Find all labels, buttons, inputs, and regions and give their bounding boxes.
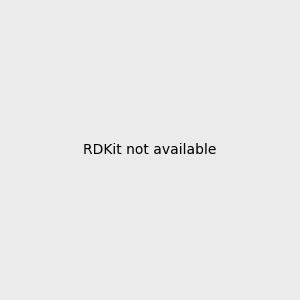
Text: RDKit not available: RDKit not available	[83, 143, 217, 157]
